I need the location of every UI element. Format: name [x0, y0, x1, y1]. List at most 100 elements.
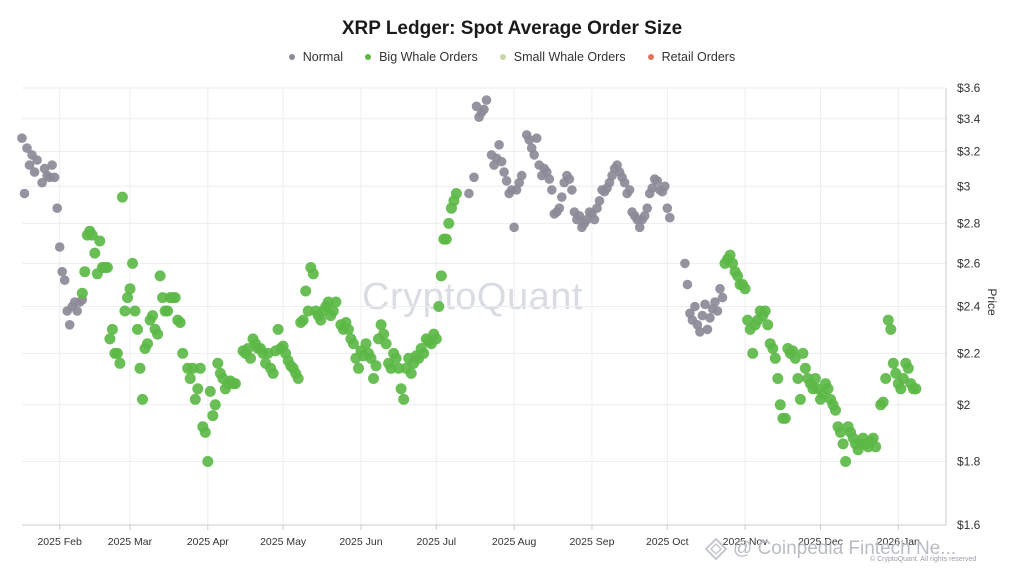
data-point: [347, 338, 359, 350]
data-point: [902, 362, 914, 374]
data-point: [129, 305, 141, 317]
legend-label: Big Whale Orders: [379, 50, 478, 64]
data-point: [867, 432, 879, 444]
data-point: [315, 314, 327, 326]
data-point: [199, 426, 211, 438]
legend-item[interactable]: Retail Orders: [647, 50, 735, 64]
data-point: [64, 320, 75, 330]
data-point: [822, 383, 834, 395]
data-point: [245, 352, 256, 364]
data-point: [547, 185, 557, 195]
x-tick-label: 2025 Nov: [723, 536, 769, 548]
x-tick-label: 2025 Mar: [108, 536, 153, 548]
data-point: [433, 301, 445, 312]
data-point: [652, 176, 663, 186]
data-point: [799, 362, 811, 374]
data-point: [639, 211, 650, 221]
data-point: [830, 404, 841, 416]
data-point: [835, 426, 846, 438]
data-point: [86, 229, 98, 241]
legend-marker: [288, 54, 295, 60]
data-point: [499, 167, 509, 177]
data-point: [885, 323, 897, 335]
data-point: [119, 305, 131, 317]
data-point: [531, 133, 542, 143]
y-tick-label: $2.8: [957, 216, 981, 230]
data-point: [700, 299, 710, 310]
data-point: [116, 191, 128, 203]
legend-marker: [499, 54, 506, 60]
data-point: [76, 287, 88, 299]
data-point: [544, 174, 555, 184]
data-point: [501, 176, 512, 186]
data-point: [169, 292, 181, 304]
data-point: [202, 456, 214, 467]
data-point: [187, 362, 199, 374]
legend-marker: [365, 54, 372, 60]
data-point: [79, 266, 91, 278]
data-point: [142, 338, 153, 350]
data-point: [481, 95, 492, 105]
source-credit-text: @ Coinpedia Fintech Ne...: [733, 538, 957, 559]
data-point: [137, 393, 148, 405]
data-point: [29, 167, 40, 177]
data-point: [727, 257, 739, 269]
data-point: [132, 323, 143, 335]
data-point: [104, 333, 116, 345]
legend-item[interactable]: Small Whale Orders: [499, 50, 626, 64]
data-point: [712, 306, 723, 316]
data-point: [57, 266, 67, 277]
data-point: [479, 104, 489, 115]
data-point: [705, 313, 715, 323]
data-point: [300, 285, 312, 297]
data-point: [594, 196, 605, 206]
data-point: [405, 367, 417, 379]
data-point: [147, 310, 159, 322]
data-point: [204, 385, 216, 397]
data-point: [840, 456, 852, 467]
data-point: [837, 438, 849, 450]
data-point: [192, 383, 204, 395]
x-tick-label: 2025 Jul: [416, 536, 456, 548]
data-point: [322, 296, 334, 308]
legend-item[interactable]: Normal: [288, 50, 343, 64]
data-point: [177, 347, 189, 359]
data-point: [762, 319, 774, 331]
data-point: [516, 170, 527, 181]
data-point: [662, 203, 673, 213]
legend-marker: [647, 54, 654, 60]
data-point: [174, 317, 186, 328]
data-point: [189, 393, 201, 405]
data-point: [17, 133, 27, 143]
data-point: [702, 324, 713, 335]
data-point: [302, 305, 314, 317]
data-point: [212, 357, 224, 369]
data-point: [767, 343, 779, 354]
data-point: [496, 156, 507, 167]
data-point: [797, 347, 809, 359]
data-point: [398, 393, 410, 405]
data-point: [114, 357, 126, 369]
data-point: [24, 160, 35, 170]
data-point: [207, 410, 219, 422]
diamond-logo-icon: [705, 538, 727, 560]
data-point: [32, 155, 42, 165]
data-point: [52, 203, 62, 213]
data-point: [680, 258, 690, 269]
data-point: [732, 270, 744, 282]
data-point: [370, 360, 382, 372]
data-point: [557, 192, 567, 202]
x-tick-label: 2025 Feb: [37, 536, 82, 548]
data-point: [101, 262, 113, 273]
x-tick-label: 2025 Apr: [187, 536, 230, 548]
data-point: [390, 352, 402, 364]
data-point: [19, 188, 30, 199]
data-point: [567, 185, 577, 195]
data-point: [759, 305, 771, 317]
data-point: [54, 242, 65, 252]
legend-item[interactable]: Big Whale Orders: [365, 50, 478, 64]
data-point: [209, 399, 221, 411]
data-point: [715, 284, 725, 294]
data-point: [380, 338, 392, 350]
